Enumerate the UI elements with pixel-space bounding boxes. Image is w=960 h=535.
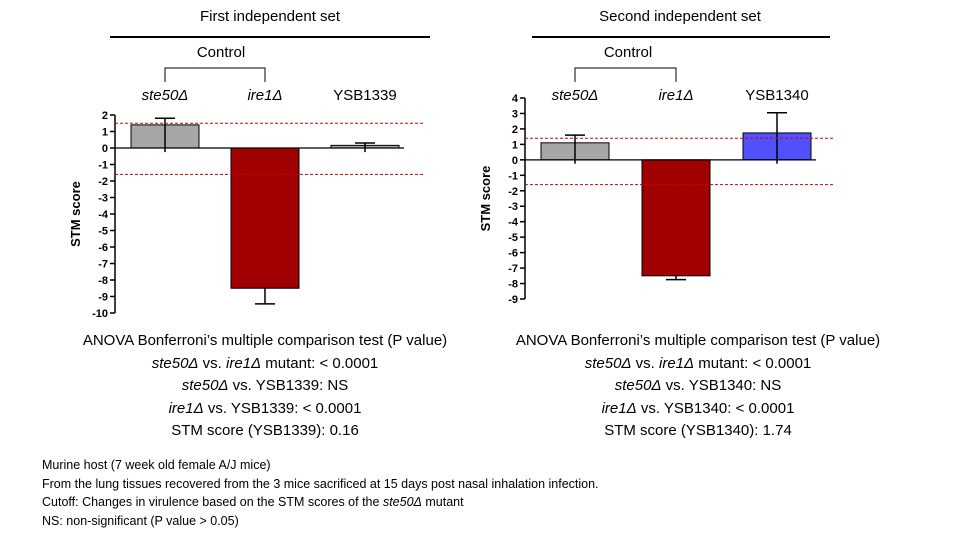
y-tick-label: 4 — [512, 93, 519, 105]
left-stats-heading: ANOVA Bonferroni’s multiple comparison t… — [82, 332, 448, 349]
y-tick-label: 1 — [512, 139, 518, 151]
control-bracket — [574, 67, 677, 82]
chart-2-title-rule — [532, 36, 830, 38]
right-stats-line-3: ire1Δ vs. YSB1340: < 0.0001 — [601, 399, 795, 417]
footnotes: Murine host (7 week old female A/J mice)… — [42, 456, 599, 530]
y-tick-label: 0 — [102, 143, 108, 155]
y-tick-label: -1 — [98, 160, 108, 172]
category-label: YSB1340 — [745, 87, 808, 104]
y-tick-label: -7 — [508, 263, 518, 275]
category-label: ire1Δ — [247, 87, 282, 104]
category-label: YSB1339 — [333, 87, 396, 104]
bar — [230, 147, 300, 289]
bar — [641, 159, 711, 277]
right-stats-line-1: ste50Δ vs. ire1Δ mutant: < 0.0001 — [584, 354, 812, 372]
category-label: ste50Δ — [552, 87, 599, 104]
left-stats-line-3: ire1Δ vs. YSB1339: < 0.0001 — [168, 399, 362, 417]
chart-1-title-rule — [110, 36, 430, 38]
y-tick-label: -9 — [98, 292, 108, 304]
y-tick-label: -4 — [508, 217, 519, 229]
right-stats-line-4: STM score (YSB1340): 1.74 — [604, 422, 792, 439]
chart-2-control-label: Control — [603, 44, 653, 61]
y-tick-label: -6 — [98, 242, 108, 254]
chart-1-control-label: Control — [196, 44, 246, 61]
note-cutoff: Cutoff: Changes in virulence based on th… — [42, 495, 464, 509]
chart-1-plot: 2 1 0 -1 -2 -3 -4 -5 -6 -7 -8 -9 -10 STM score ste50Δ i… — [68, 67, 425, 320]
note-ns: NS: non-significant (P value > 0.05) — [42, 513, 239, 528]
left-stats-line-2: ste50Δ vs. YSB1339: NS — [181, 377, 349, 394]
y-tick-label: -9 — [508, 294, 518, 306]
y-tick-label: -10 — [92, 308, 108, 320]
left-stats: ANOVA Bonferroni’s multiple comparison t… — [40, 330, 490, 443]
chart-1: 2 1 0 -1 -2 -3 -4 -5 -6 -7 -8 -9 -10 STM score ste50Δ i… — [68, 67, 425, 320]
category-label: ire1Δ — [658, 87, 693, 104]
y-tick-label: -7 — [98, 259, 108, 271]
chart-2: 4 3 2 1 0 -1 -2 -3 -4 -5 -6 -7 -8 -9 STM score ste50Δ ir… — [480, 67, 833, 306]
y-tick-label: -5 — [508, 232, 518, 244]
y-tick-label: 2 — [102, 110, 108, 122]
control-bracket — [164, 67, 266, 82]
note-tissues: From the lung tissues recovered from the… — [42, 476, 599, 491]
chart-1-title: First independent set — [199, 8, 341, 25]
y-tick-label: -8 — [508, 279, 518, 291]
left-stats-line-4: STM score (YSB1339): 0.16 — [171, 422, 359, 439]
y-tick-label: -3 — [508, 201, 518, 213]
y-tick-label: -4 — [98, 209, 109, 221]
y-tick-label: -6 — [508, 248, 518, 260]
y-axis-label: STM score — [480, 166, 493, 232]
right-stats: ANOVA Bonferroni’s multiple comparison t… — [478, 330, 918, 443]
y-tick-label: -8 — [98, 275, 108, 287]
y-tick-label: -5 — [98, 226, 108, 238]
left-stats-line-1: ste50Δ vs. ire1Δ mutant: < 0.0001 — [151, 354, 379, 372]
right-stats-line-2: ste50Δ vs. YSB1340: NS — [614, 377, 782, 394]
right-stats-heading: ANOVA Bonferroni’s multiple comparison t… — [515, 332, 881, 349]
y-tick-label: 1 — [102, 127, 108, 139]
y-tick-label: -3 — [98, 193, 108, 205]
chart-2-title: Second independent set — [599, 8, 761, 25]
y-tick-label: -2 — [98, 176, 108, 188]
chart-2-plot: 4 3 2 1 0 -1 -2 -3 -4 -5 -6 -7 -8 -9 STM score ste50Δ ir… — [480, 67, 833, 306]
y-tick-label: -2 — [508, 186, 518, 198]
y-tick-label: 2 — [512, 124, 518, 136]
y-tick-label: 3 — [512, 108, 518, 120]
category-label: ste50Δ — [142, 87, 189, 104]
note-host: Murine host (7 week old female A/J mice) — [42, 458, 271, 472]
y-axis-label: STM score — [68, 181, 83, 247]
y-tick-label: 0 — [512, 155, 518, 167]
y-tick-label: -1 — [508, 170, 518, 182]
